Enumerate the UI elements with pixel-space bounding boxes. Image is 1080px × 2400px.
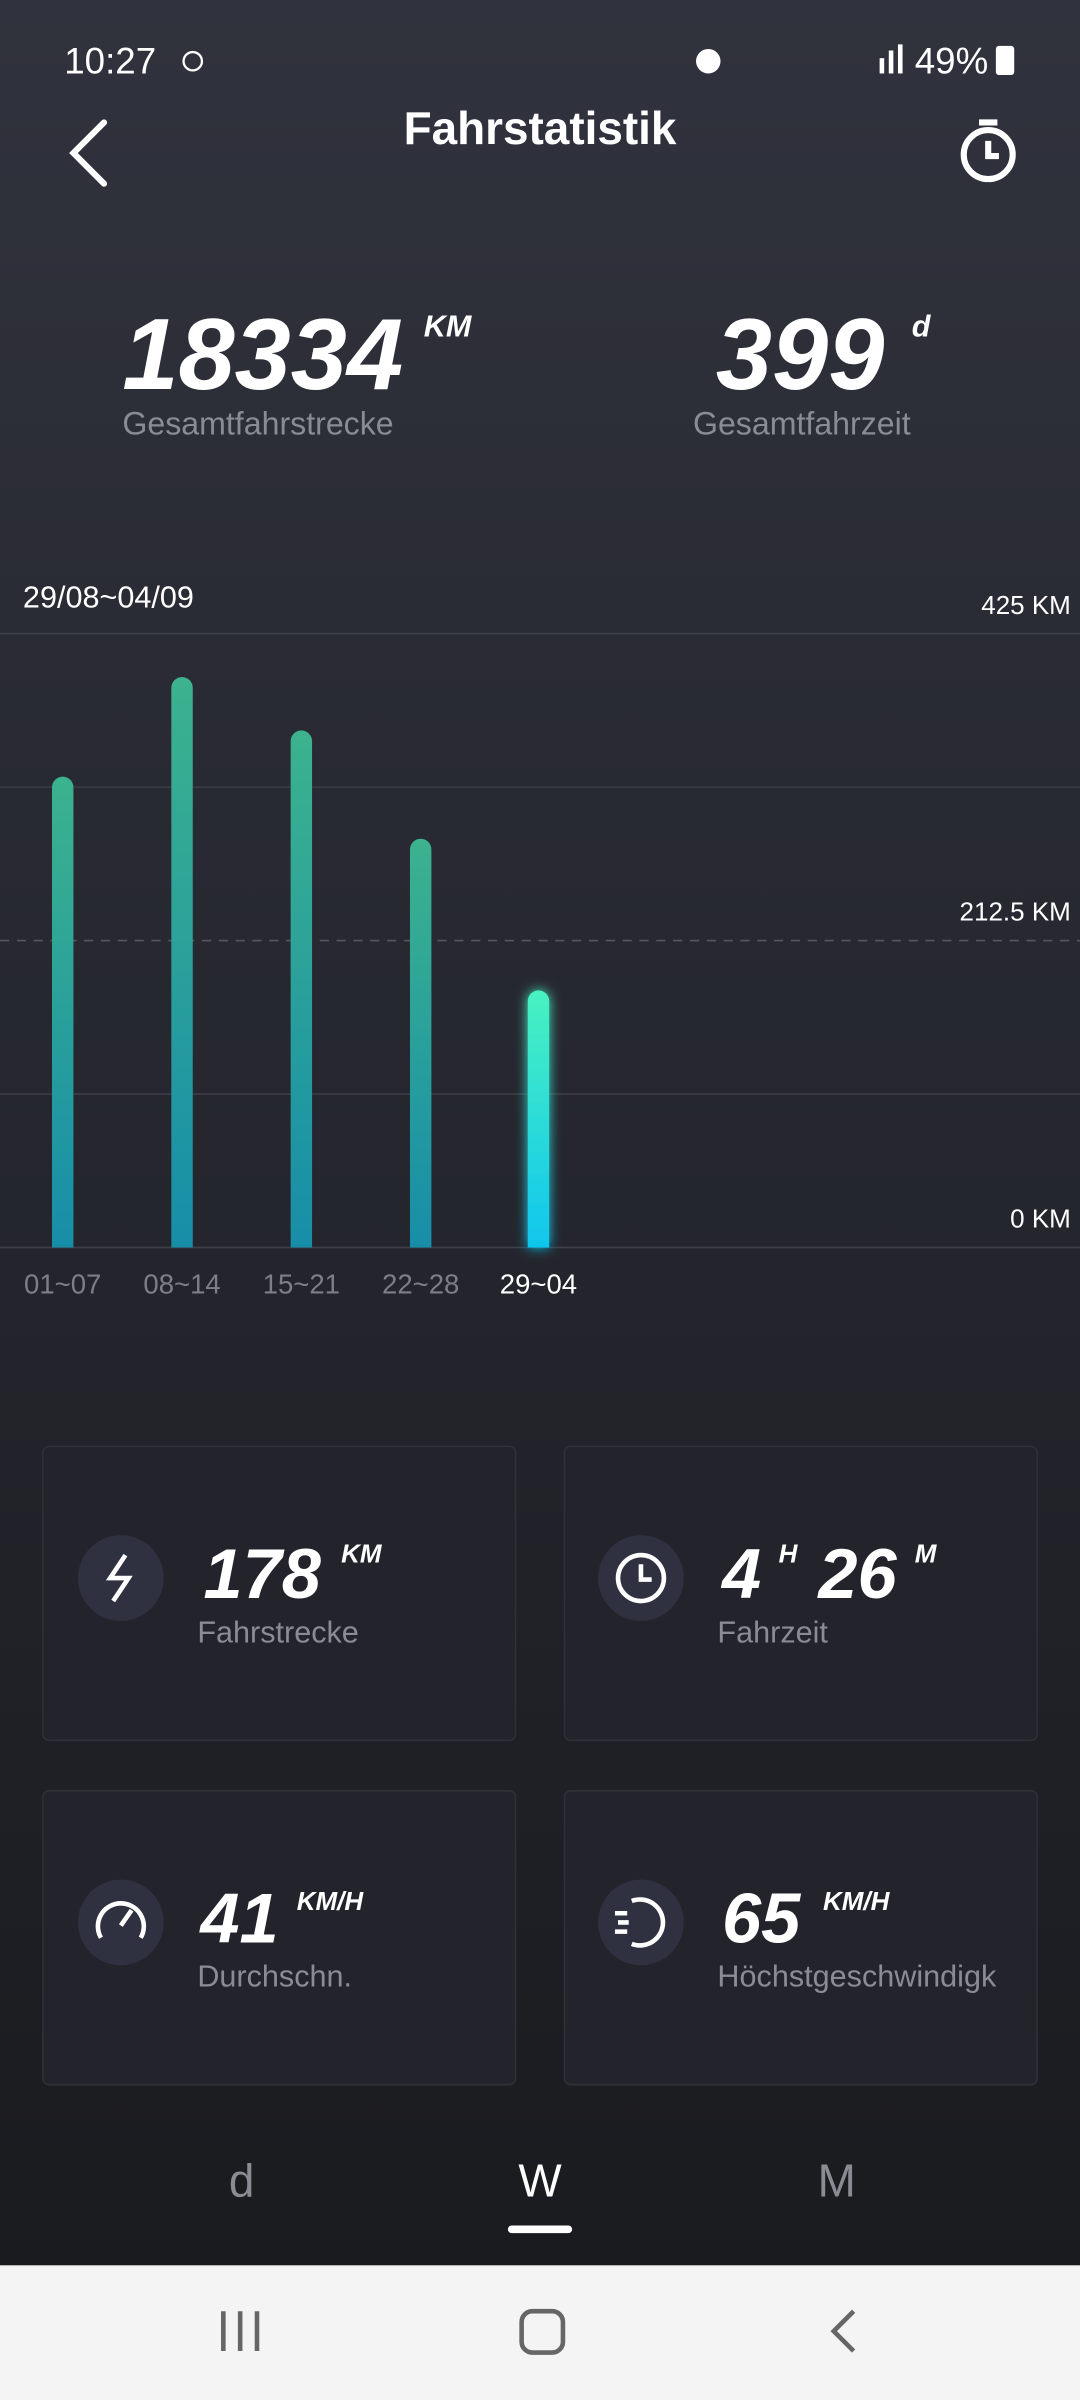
card-value: 41 (198, 1878, 278, 1957)
tab[interactable]: M (818, 2154, 856, 2206)
status-time: 10:27 (64, 40, 156, 81)
weather-icon (182, 50, 204, 72)
x-tick-label: 01~07 (24, 1268, 101, 1299)
total-time: 399 (716, 299, 884, 411)
tab[interactable]: d (229, 2154, 255, 2206)
bar (290, 730, 313, 1248)
chart: 0 KM 212.5 KM 425 KM 01~07 08~14 15~21 22~28 29… (0, 590, 1080, 1299)
chart-range: 29/08~04/09 (23, 581, 194, 615)
card-value: 65 (722, 1878, 801, 1957)
card-unit: KM/H (823, 1886, 891, 1916)
total-distance: 18334 (122, 299, 403, 411)
card-unit: H (779, 1539, 799, 1569)
x-tick-label: 29~04 (500, 1268, 577, 1299)
battery-icon (995, 45, 1015, 75)
card-label: Durchschn. (197, 1960, 352, 1994)
card-value: 178 (203, 1534, 321, 1613)
total-distance-unit: KM (424, 310, 473, 344)
y-tick-label: 212.5 KM (960, 897, 1071, 927)
bar (52, 776, 74, 1248)
card-label: Höchstgeschwindigk (717, 1960, 997, 1994)
x-tick-label: 22~28 (382, 1268, 459, 1299)
card: 4 H 26 M Fahrzeit (563, 1445, 1038, 1742)
card-unit: KM (341, 1539, 383, 1569)
back-button[interactable] (69, 119, 108, 187)
card-label: Fahrstrecke (197, 1615, 358, 1649)
battery-level: 49% (915, 40, 988, 81)
card-label: Fahrzeit (717, 1615, 828, 1649)
card-value: 26 (816, 1534, 897, 1613)
nav-buttons[interactable] (221, 2308, 856, 2355)
total-distance-label: Gesamtfahrstrecke (122, 406, 393, 442)
nav-bar (0, 2265, 1080, 2400)
card-unit: KM/H (297, 1886, 365, 1916)
card: 65 KM/H Höchstgeschwindigk (563, 1790, 1038, 2086)
card-value: 4 (720, 1534, 761, 1613)
tab-indicator (507, 2225, 573, 2234)
x-tick-label: 15~21 (263, 1268, 340, 1299)
card: 178 KM Fahrstrecke (42, 1445, 517, 1742)
status-icons (696, 44, 903, 74)
y-tick-label: 0 KM (1010, 1204, 1071, 1234)
card-unit: M (915, 1539, 938, 1569)
page-title: Fahrstatistik (404, 102, 677, 154)
bar (409, 838, 432, 1248)
bar (171, 676, 193, 1248)
card: 41 KM/H Durchschn. (42, 1790, 517, 2086)
bar (527, 990, 550, 1248)
total-time-label: Gesamtfahrzeit (693, 406, 911, 442)
timer-button[interactable] (960, 119, 1016, 183)
x-tick-label: 08~14 (143, 1268, 220, 1299)
total-time-unit: d (912, 310, 932, 344)
y-tick-label: 425 KM (981, 590, 1071, 620)
tab[interactable]: W (518, 2154, 562, 2206)
